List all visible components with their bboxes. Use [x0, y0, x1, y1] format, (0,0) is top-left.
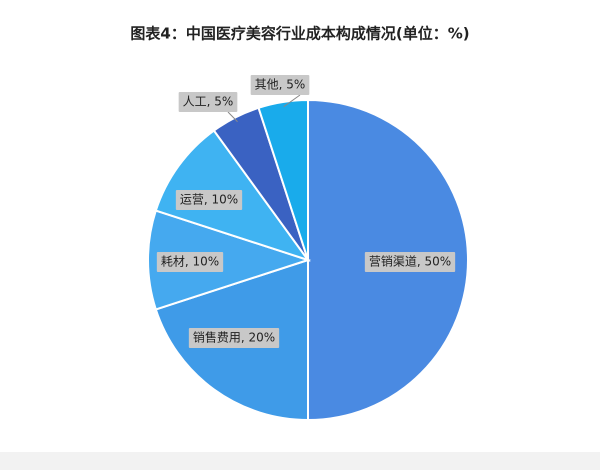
data-label: 销售费用, 20%	[188, 328, 280, 348]
data-label: 营销渠道, 50%	[364, 252, 456, 272]
data-label-text: 运营, 10%	[180, 193, 238, 207]
data-label-box	[188, 328, 280, 348]
data-label-box	[178, 92, 238, 112]
leader-line	[283, 94, 301, 108]
data-label-box	[364, 252, 456, 272]
pie-slice	[257, 98, 309, 261]
data-label: 人工, 5%	[178, 92, 238, 112]
data-label-text: 耗材, 10%	[161, 255, 219, 269]
leader-line	[227, 111, 238, 123]
data-label-text: 销售费用, 20%	[193, 330, 275, 345]
data-label: 运营, 10%	[175, 190, 243, 210]
data-label-text: 其他, 5%	[255, 78, 306, 92]
data-label-box	[175, 190, 243, 210]
data-label-box	[250, 75, 310, 95]
data-label: 其他, 5%	[250, 75, 310, 95]
chart-title: 图表4：中国医疗美容行业成本构成情况(单位：%)	[130, 25, 469, 43]
pie-slice	[147, 209, 312, 311]
footer-band	[0, 452, 600, 470]
data-label-box	[156, 252, 224, 272]
data-label: 耗材, 10%	[156, 252, 224, 272]
data-label-text: 人工, 5%	[183, 95, 234, 109]
data-label-text: 营销渠道, 50%	[369, 255, 451, 269]
